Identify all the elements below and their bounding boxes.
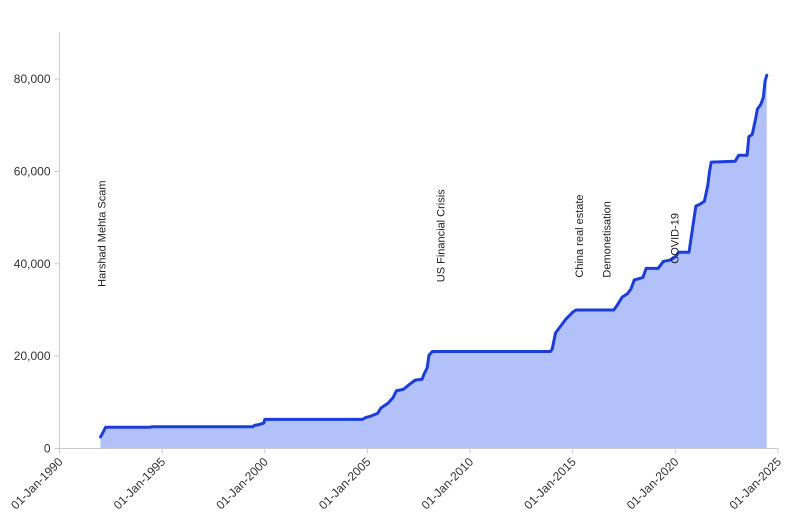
x-tick-label: 01-Jan-1995 <box>111 454 169 512</box>
annotation-label: Demonetisation <box>601 201 613 277</box>
x-tick-labels: 01-Jan-1990 01-Jan-1995 01-Jan-2000 01-Jan-… <box>8 448 785 512</box>
y-tick-labels: 0 20,000 40,000 60,000 80,000 <box>14 72 60 456</box>
x-tick-label: 01-Jan-2020 <box>624 454 682 512</box>
plot-area <box>99 73 769 449</box>
x-tick-label: 01-Jan-2015 <box>521 454 579 512</box>
x-tick-label: 01-Jan-2000 <box>213 454 271 512</box>
x-tick-label: 01-Jan-2005 <box>316 454 374 512</box>
annotations: Harshad Mehta Scam US Financial Crisis Chi… <box>97 180 682 286</box>
y-tick-label: 20,000 <box>14 349 51 363</box>
series-area <box>100 75 767 449</box>
axes <box>59 32 778 449</box>
y-tick-label: 40,000 <box>14 257 51 271</box>
annotation-label: COVID-19 <box>670 213 682 264</box>
x-tick-label: 01-Jan-2025 <box>727 454 785 512</box>
x-tick-label: 01-Jan-1990 <box>8 454 66 512</box>
x-tick-label: 01-Jan-2010 <box>419 454 477 512</box>
y-tick-label: 60,000 <box>14 164 51 178</box>
annotation-label: US Financial Crisis <box>435 189 447 282</box>
annotation-label: China real estate <box>574 194 586 277</box>
annotation-label: Harshad Mehta Scam <box>97 180 109 286</box>
series-line <box>99 73 769 439</box>
y-tick-label: 80,000 <box>14 72 51 86</box>
y-tick-label: 0 <box>44 442 51 456</box>
